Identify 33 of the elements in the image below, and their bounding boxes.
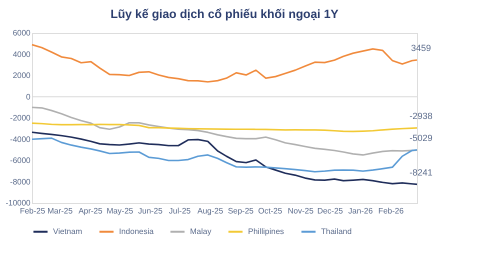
y-tick-label: -4000 [10, 134, 32, 144]
y-tick-label: -2000 [10, 114, 32, 122]
legend-label: Thailand [321, 226, 352, 236]
x-tick-label: Feb-25 [20, 206, 46, 216]
x-tick-label: Jan-26 [348, 206, 374, 216]
legend-label: Malay [190, 226, 212, 236]
x-tick-label: Mar-25 [47, 206, 74, 216]
x-tick-label: Feb-26 [378, 206, 404, 216]
line-series [31, 122, 418, 132]
x-tick-label: Aug-25 [197, 206, 224, 216]
y-tick-label: 4000 [12, 50, 32, 59]
annotation: -5029 [409, 133, 433, 144]
x-tick-label: May-25 [106, 206, 134, 216]
annotation: -2938 [409, 110, 433, 121]
annotation: 3459 [410, 43, 432, 53]
x-tick-label: Sep-25 [228, 206, 254, 216]
y-tick-label: 2000 [12, 71, 32, 80]
y-tick-label: -8000 [10, 177, 32, 186]
x-tick-label: Jul-25 [168, 206, 192, 216]
x-tick-label: Oct-25 [258, 206, 283, 216]
y-tick-label: 0 [26, 92, 32, 102]
y-tick-label: 6000 [12, 28, 32, 38]
chart-title: Lũy kế giao dịch cổ phiếu khối ngoại 1Y [110, 7, 339, 21]
x-tick-label: Dec-25 [317, 206, 344, 216]
x-tick-label: Jun-25 [138, 206, 164, 216]
x-tick-label: Apr-25 [78, 206, 103, 216]
y-tick-label: -6000 [10, 156, 32, 165]
y-tick-label: -10000 [6, 198, 32, 208]
annotation: -8241 [409, 167, 433, 178]
legend-label: Phillipines [248, 226, 284, 236]
legend-label: Vietnam [53, 226, 83, 236]
legend-label: Indonesia [119, 226, 154, 236]
x-tick-label: Nov-25 [288, 206, 314, 216]
